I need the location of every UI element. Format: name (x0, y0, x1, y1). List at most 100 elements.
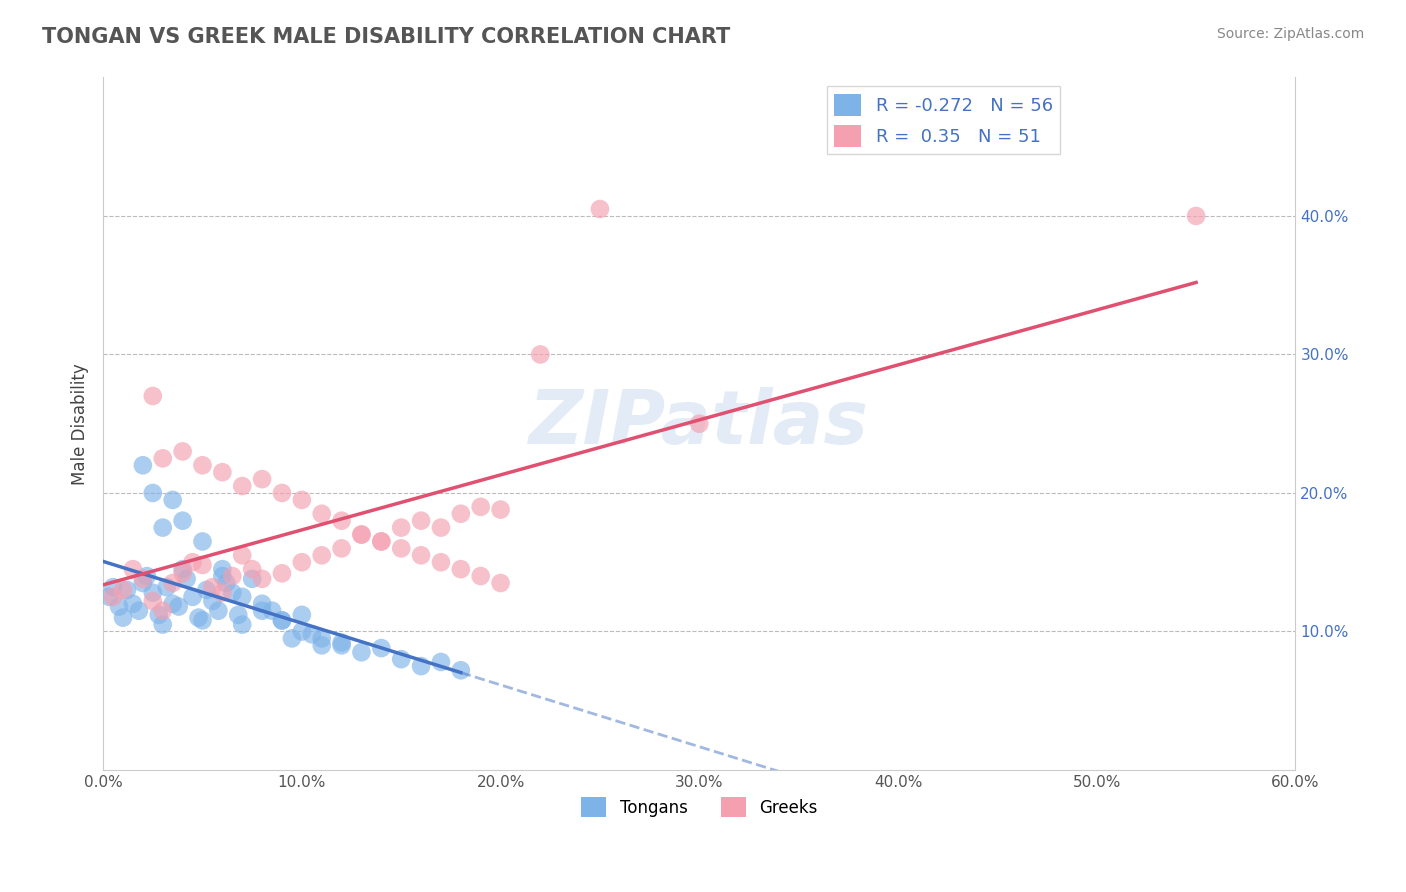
Point (211, 569, 233, 583)
Point (162, 576, 184, 591)
Point (115, 582, 138, 597)
Point (132, 576, 155, 591)
Point (291, 607, 314, 622)
Point (98, 590, 121, 604)
Point (240, 562, 263, 576)
Point (162, 492, 184, 507)
Point (301, 627, 323, 641)
Point (271, 486, 294, 500)
Point (409, 659, 432, 673)
Point (221, 569, 243, 583)
Legend: Tongans, Greeks: Tongans, Greeks (575, 790, 824, 824)
Point (311, 638, 333, 652)
Point (231, 549, 253, 563)
Point (450, 562, 472, 576)
Point (172, 562, 194, 576)
Point (152, 451, 174, 466)
Point (470, 569, 492, 583)
Point (181, 555, 204, 569)
Point (152, 604, 174, 618)
Point (311, 507, 333, 521)
Point (128, 604, 150, 618)
Point (231, 617, 253, 632)
Point (250, 472, 273, 486)
Point (330, 635, 353, 649)
Point (211, 585, 233, 599)
Point (409, 549, 432, 563)
Point (311, 632, 333, 646)
Point (101, 580, 124, 594)
Point (172, 566, 194, 581)
Point (350, 645, 373, 659)
Point (156, 580, 179, 594)
Point (211, 465, 233, 479)
Point (142, 585, 165, 599)
Point (370, 534, 392, 549)
Point (450, 663, 472, 677)
Point (350, 527, 373, 541)
Point (191, 534, 214, 549)
Point (330, 638, 353, 652)
Point (181, 590, 204, 604)
Point (1185, 209, 1208, 223)
Point (470, 500, 492, 514)
Point (111, 610, 134, 624)
Point (260, 604, 283, 618)
Point (142, 389, 165, 403)
Point (172, 514, 194, 528)
Point (226, 607, 249, 622)
Point (489, 576, 512, 591)
Point (221, 585, 243, 599)
Point (330, 514, 353, 528)
Point (330, 541, 353, 556)
Point (281, 632, 304, 646)
Point (211, 562, 233, 576)
Point (191, 614, 214, 628)
Point (450, 507, 472, 521)
Point (152, 520, 174, 534)
Point (271, 614, 294, 628)
Point (250, 572, 273, 586)
Point (201, 594, 224, 608)
Text: ZIPatlas: ZIPatlas (529, 387, 869, 460)
Point (240, 572, 263, 586)
Point (250, 604, 273, 618)
Point (231, 479, 253, 493)
Point (142, 486, 165, 500)
Point (688, 417, 710, 431)
Point (271, 566, 294, 581)
Point (132, 458, 155, 473)
Point (167, 599, 190, 614)
Point (430, 655, 453, 669)
Point (529, 347, 551, 361)
Point (271, 614, 294, 628)
Point (311, 549, 333, 563)
Point (176, 572, 198, 586)
Point (195, 582, 218, 597)
Point (191, 558, 214, 572)
Point (389, 541, 412, 556)
Point (370, 641, 392, 656)
Point (201, 580, 224, 594)
Point (389, 652, 412, 666)
Point (291, 492, 314, 507)
Point (207, 604, 229, 618)
Point (430, 555, 453, 569)
Point (350, 527, 373, 541)
Point (108, 599, 131, 614)
Point (291, 555, 314, 569)
Text: Source: ZipAtlas.com: Source: ZipAtlas.com (1216, 27, 1364, 41)
Point (122, 562, 145, 576)
Point (250, 597, 273, 611)
Point (135, 569, 157, 583)
Y-axis label: Male Disability: Male Disability (72, 363, 89, 484)
Point (430, 520, 453, 534)
Point (291, 624, 314, 639)
Point (132, 572, 155, 586)
Point (187, 610, 209, 624)
Point (148, 607, 170, 622)
Point (111, 582, 134, 597)
Point (589, 202, 612, 216)
Point (172, 444, 194, 458)
Point (191, 458, 214, 473)
